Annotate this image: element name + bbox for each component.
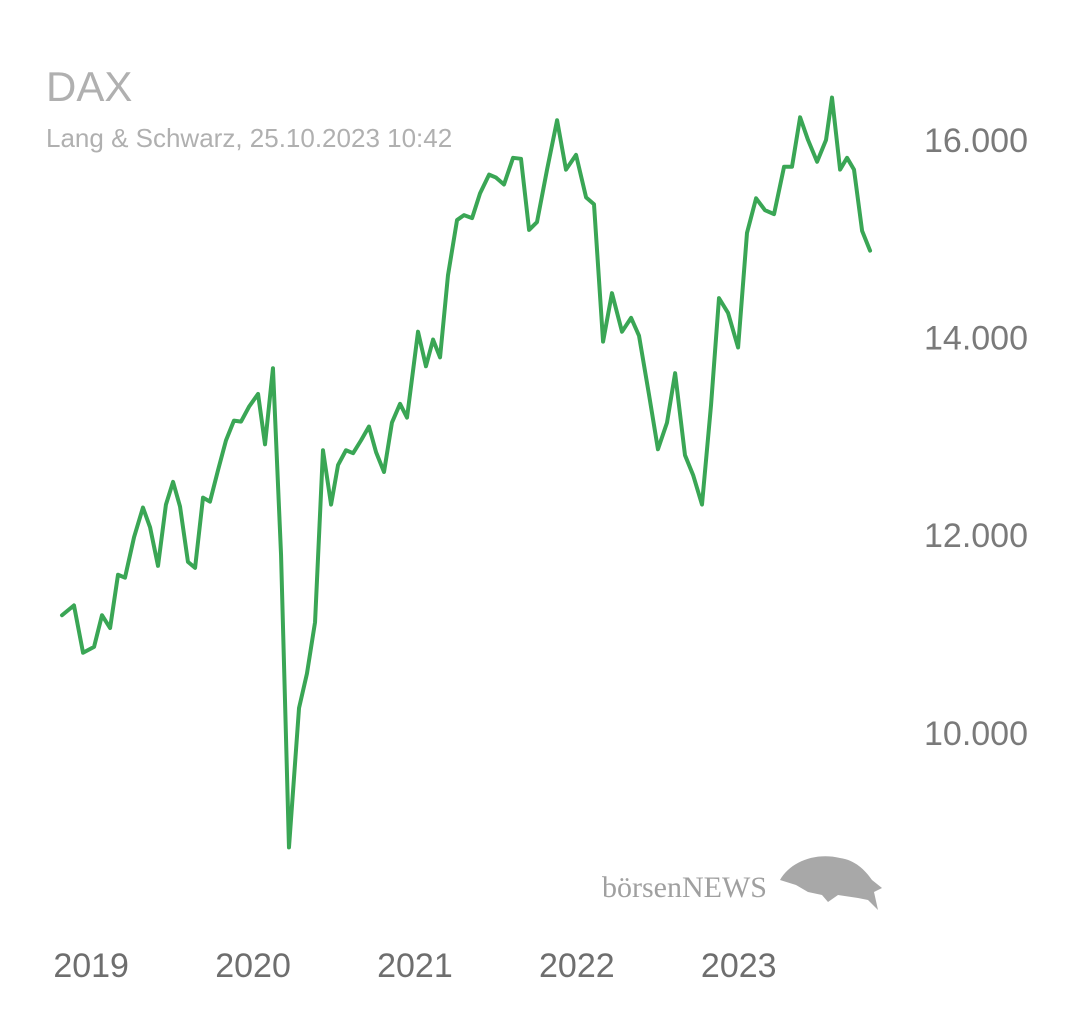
x-tick-label: 2023 [701, 947, 777, 985]
y-tick-label: 16.000 [924, 122, 1028, 160]
y-tick-label: 14.000 [924, 320, 1028, 358]
price-line [60, 95, 873, 850]
y-tick-label: 12.000 [924, 517, 1028, 555]
x-tick-label: 2021 [377, 947, 453, 985]
chart-subtitle: Lang & Schwarz, 25.10.2023 10:42 [46, 123, 452, 153]
logo-text: börsenNEWS [602, 871, 767, 904]
x-tick-label: 2022 [539, 947, 615, 985]
x-tick-label: 2019 [53, 947, 129, 985]
x-tick-label: 2020 [215, 947, 291, 985]
chart-title: DAX [46, 63, 132, 110]
y-tick-label: 10.000 [924, 715, 1028, 753]
logo-bull [780, 856, 882, 910]
